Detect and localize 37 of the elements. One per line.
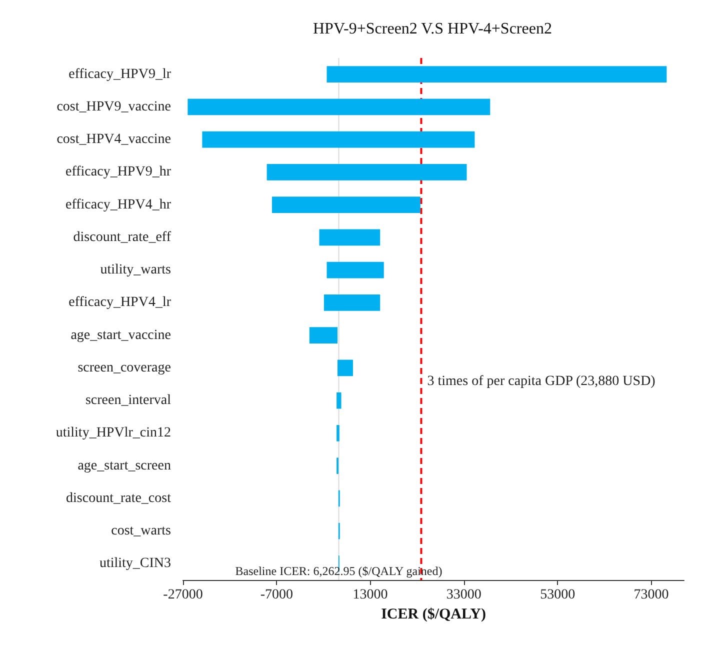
ref-line-label: 3 times of per capita GDP (23,880 USD)	[427, 374, 656, 390]
x-tick-label: -7000	[260, 588, 293, 602]
x-tick-label: 13000	[352, 588, 388, 602]
bar	[188, 98, 490, 116]
y-tick-label: screen_interval	[85, 393, 172, 408]
y-tick-label: efficacy_HPV9_hr	[66, 164, 172, 180]
y-tick-label: age_start_screen	[78, 458, 171, 474]
bar	[272, 196, 420, 213]
chart-title: HPV-9+Screen2 V.S HPV-4+Screen2	[313, 20, 552, 38]
y-tick-label: efficacy_HPV9_lr	[68, 66, 172, 82]
y-tick-label: discount_rate_cost	[66, 490, 172, 506]
x-tick-label: 73000	[634, 588, 669, 602]
y-tick-label: cost_HPV4_vaccine	[56, 132, 171, 148]
y-tick-label: utility_HPVlr_cin12	[56, 426, 171, 441]
y-tick-label: efficacy_HPV4_lr	[68, 295, 172, 310]
bar	[266, 164, 467, 180]
y-tick-label: efficacy_HPV4_hr	[66, 197, 172, 212]
x-tick-label: -27000	[163, 588, 203, 602]
bar	[326, 262, 384, 278]
y-tick-label: age_start_vaccine	[70, 328, 171, 343]
y-tick-label: screen_coverage	[78, 360, 171, 376]
bar	[336, 392, 342, 409]
bar	[336, 425, 340, 442]
x-axis-title: ICER ($/QALY)	[381, 606, 486, 622]
bar	[338, 360, 353, 376]
x-tick-label: 33000	[446, 588, 482, 602]
y-tick-label: cost_HPV9_vaccine	[56, 99, 171, 114]
x-tick-label: 53000	[540, 588, 576, 602]
y-tick-label: utility_CIN3	[99, 556, 171, 572]
bar	[309, 327, 338, 344]
bar	[326, 66, 667, 82]
y-tick-label: discount_rate_eff	[73, 230, 172, 245]
bar	[202, 131, 475, 148]
y-tick-label: utility_warts	[100, 262, 171, 278]
bar	[324, 294, 380, 311]
bar	[319, 229, 380, 246]
y-tick-label: cost_warts	[111, 524, 171, 539]
